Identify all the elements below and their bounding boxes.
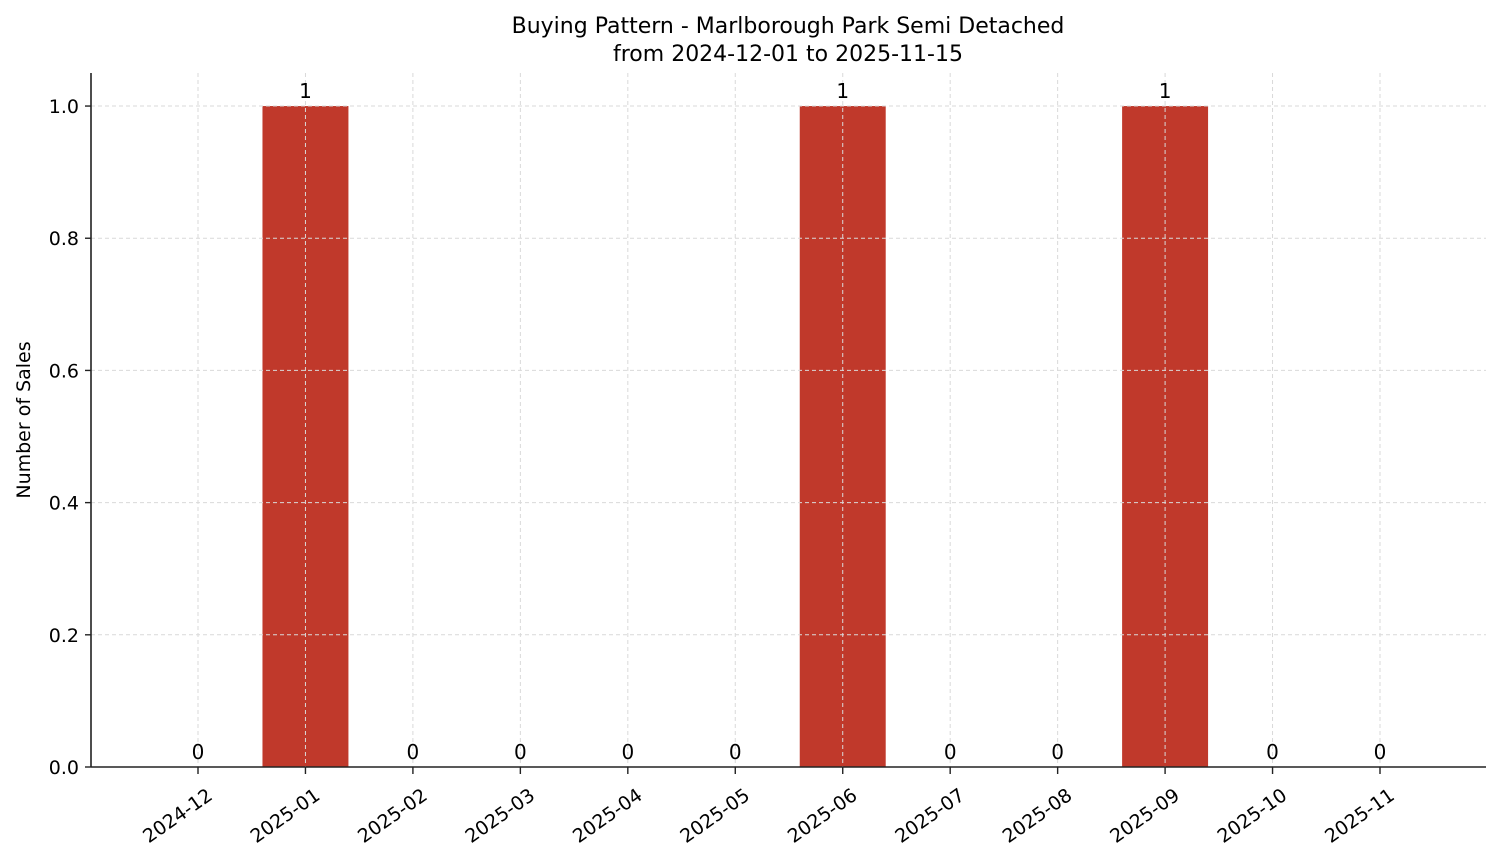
x-tick-label: 2025-04 bbox=[569, 784, 647, 848]
data-label: 0 bbox=[192, 740, 205, 764]
x-tick-label: 2025-09 bbox=[1106, 784, 1184, 848]
data-label: 0 bbox=[514, 740, 527, 764]
data-label: 0 bbox=[621, 740, 634, 764]
bar-2025-06 bbox=[799, 106, 886, 768]
x-tick-label: 2025-01 bbox=[246, 784, 324, 848]
x-tick-label: 2025-07 bbox=[891, 784, 969, 848]
bar-2025-01 bbox=[262, 106, 349, 768]
y-ticks: 0.0 0.2 0.4 0.6 0.8 1.0 bbox=[49, 96, 91, 779]
y-tick-label: 0.8 bbox=[49, 228, 79, 250]
data-label: 0 bbox=[944, 740, 957, 764]
x-tick-label: 2025-10 bbox=[1214, 784, 1292, 848]
chart-title: Buying Pattern - Marlborough Park Semi D… bbox=[512, 14, 1065, 39]
data-label: 1 bbox=[1159, 79, 1172, 103]
data-label: 0 bbox=[1051, 740, 1064, 764]
data-label: 0 bbox=[1266, 740, 1279, 764]
y-tick-label: 0.4 bbox=[49, 493, 79, 515]
x-tick-label: 2025-06 bbox=[784, 784, 862, 848]
bar-2025-09 bbox=[1122, 106, 1209, 768]
data-label: 0 bbox=[729, 740, 742, 764]
gridlines bbox=[91, 73, 1486, 767]
x-tick-label: 2025-03 bbox=[461, 784, 539, 848]
data-label: 1 bbox=[836, 79, 849, 103]
data-labels: 0 1 0 0 0 0 1 0 0 1 0 0 bbox=[192, 79, 1387, 764]
y-tick-label: 0.2 bbox=[49, 625, 79, 647]
data-label: 0 bbox=[1374, 740, 1387, 764]
bars bbox=[262, 106, 1209, 768]
x-tick-label: 2025-11 bbox=[1321, 784, 1399, 848]
y-axis-label: Number of Sales bbox=[13, 341, 35, 498]
x-tick-label: 2025-08 bbox=[999, 784, 1077, 848]
x-tick-label: 2025-05 bbox=[676, 784, 754, 848]
data-label: 1 bbox=[299, 79, 312, 103]
y-tick-label: 1.0 bbox=[49, 96, 79, 118]
x-tick-label: 2024-12 bbox=[139, 784, 217, 848]
data-label: 0 bbox=[407, 740, 420, 764]
x-ticks: 2024-12 2025-01 2025-02 2025-03 2025-04 2025-… bbox=[139, 767, 1399, 848]
y-tick-label: 0.0 bbox=[49, 757, 79, 779]
x-tick-label: 2025-02 bbox=[354, 784, 432, 848]
y-tick-label: 0.6 bbox=[49, 360, 79, 382]
chart-subtitle: from 2024-12-01 to 2025-11-15 bbox=[613, 42, 963, 67]
